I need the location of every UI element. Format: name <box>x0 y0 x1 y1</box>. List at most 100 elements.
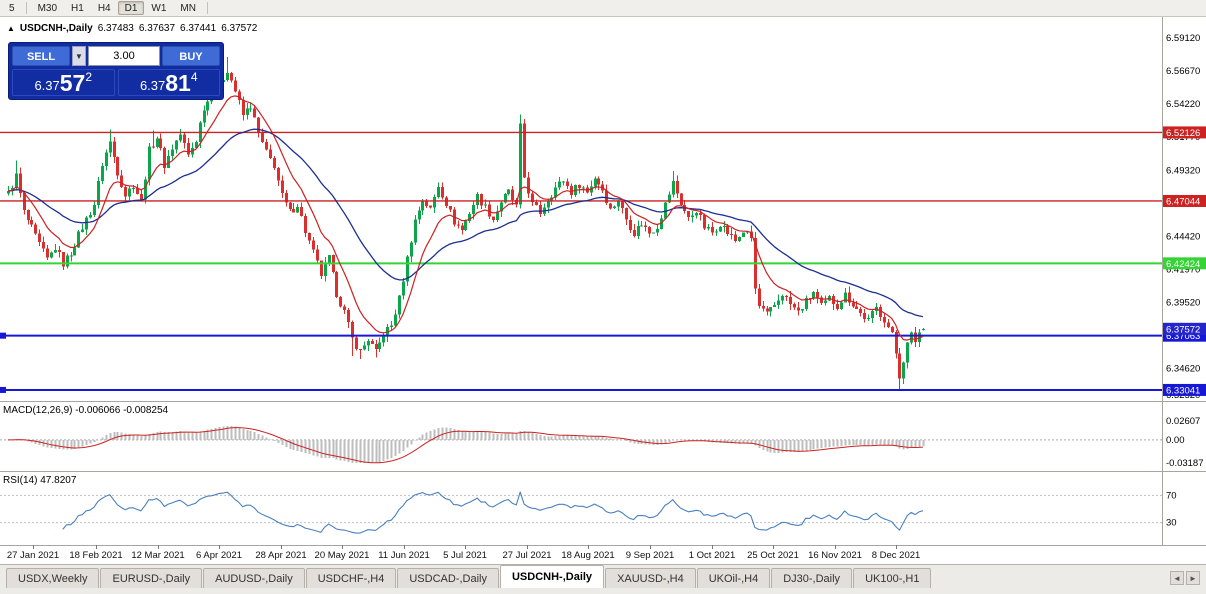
chart-tab-uk100[interactable]: UK100-,H1 <box>853 568 932 588</box>
timeframe-button-5[interactable]: 5 <box>9 3 15 14</box>
candle-body <box>175 140 178 150</box>
date-label: 16 Nov 2021 <box>808 550 862 561</box>
candle-body <box>38 233 41 243</box>
price-tick-label: 6.44420 <box>1166 231 1200 242</box>
candle-body <box>359 349 362 351</box>
chart-tab-ukoil[interactable]: UKOil-,H4 <box>696 568 771 588</box>
timeframe-button-w1[interactable]: W1 <box>151 3 167 14</box>
candle-body <box>128 188 131 197</box>
candle-body <box>390 325 393 328</box>
ask-pip-digit: 4 <box>190 70 198 84</box>
chart-tab-dj30[interactable]: DJ30-,Daily <box>771 568 853 588</box>
price-tick-label: 6.54220 <box>1166 99 1200 110</box>
timeframe-button-mn[interactable]: MN <box>180 3 196 14</box>
chart-tab-usdcnh[interactable]: USDCNH-,Daily <box>499 565 605 588</box>
candle-body <box>816 291 819 298</box>
candle-body <box>547 201 550 208</box>
candle-body <box>539 205 542 214</box>
resistance-line-2-badge-label: 6.47044 <box>1166 196 1200 207</box>
tab-scroll-left-icon[interactable]: ◄ <box>1170 571 1184 585</box>
one-click-collapse-icon[interactable]: ▲ <box>7 24 15 33</box>
trade-prices-row: 6.37 57 2 6.37 81 4 <box>12 69 220 96</box>
candle-body <box>226 72 229 80</box>
ma-fast-line <box>7 95 924 341</box>
candle-body <box>820 297 823 304</box>
candle-body <box>461 225 464 230</box>
candle-body <box>648 226 651 234</box>
chart-tab-usdcad[interactable]: USDCAD-,Daily <box>397 568 499 588</box>
price-tick-label: 6.59120 <box>1166 33 1200 44</box>
candle-body <box>769 307 772 312</box>
candle-body <box>144 179 147 200</box>
candle-body <box>105 152 108 166</box>
resistance-line-1-badge <box>1163 126 1206 139</box>
candle-body <box>124 186 127 197</box>
timeframe-toolbar: 5 M30 H1 H4 D1 W1 MN <box>0 0 1206 17</box>
candle-body <box>633 229 636 236</box>
line-handle[interactable] <box>0 332 6 339</box>
candle-body <box>355 337 358 350</box>
candle-body <box>27 210 30 220</box>
candle-body <box>617 201 620 207</box>
buy-button[interactable]: BUY <box>162 46 220 66</box>
candle-body <box>277 168 280 181</box>
candle-body <box>863 313 866 319</box>
timeframe-button-m30[interactable]: M30 <box>37 3 58 14</box>
chart-tab-xauusd[interactable]: XAUUSD-,H4 <box>605 568 696 588</box>
macd-scale-min-label: -0.03187 <box>1166 458 1204 469</box>
candle-body <box>15 173 18 188</box>
timeframe-button-h4[interactable]: H4 <box>97 3 111 14</box>
candle-body <box>418 210 421 220</box>
candle-body <box>210 98 213 102</box>
chart-tab-audusd[interactable]: AUDUSD-,Daily <box>203 568 305 588</box>
chart-tab-eurusd[interactable]: EURUSD-,Daily <box>100 568 203 588</box>
candle-body <box>570 185 573 196</box>
candle-body <box>726 226 729 234</box>
tab-scroll-right-icon[interactable]: ► <box>1186 571 1200 585</box>
chart-canvas[interactable]: MACD(12,26,9) -0.006066 -0.008254 0.02607… <box>0 17 1206 564</box>
support-line-blue-2-badge <box>1163 383 1206 396</box>
ask-price-display: 6.37 81 4 <box>117 69 220 96</box>
volume-dropdown-button[interactable]: ▼ <box>72 46 86 66</box>
candle-body <box>351 322 354 338</box>
bid-pip-digit: 2 <box>85 70 93 84</box>
candle-body <box>535 201 538 205</box>
candle-body <box>73 247 76 256</box>
candle-body <box>156 138 159 148</box>
candle-body <box>93 205 96 215</box>
candle-body <box>496 211 499 221</box>
candle-body <box>19 173 22 194</box>
resistance-line-1-badge-label: 6.52126 <box>1166 128 1200 139</box>
support-line-blue-1-badge-label: 6.37063 <box>1166 331 1200 342</box>
candle-body <box>109 141 112 153</box>
candle-body <box>883 316 886 323</box>
candle-body <box>472 205 475 215</box>
ohlc-high: 6.37637 <box>138 23 176 34</box>
timeframe-button-h1[interactable]: H1 <box>71 3 84 14</box>
candle-body <box>613 206 616 209</box>
sell-button[interactable]: SELL <box>12 46 70 66</box>
candle-body <box>805 297 808 310</box>
chart-tab-usdx[interactable]: USDX,Weekly <box>6 568 100 588</box>
macd-label: MACD(12,26,9) -0.006066 -0.008254 <box>3 405 169 416</box>
candle-body <box>34 224 37 234</box>
line-handle[interactable] <box>0 386 6 393</box>
chart-tab-bar: USDX,Weekly EURUSD-,Daily AUDUSD-,Daily USD… <box>0 564 1206 588</box>
candle-body <box>582 187 585 189</box>
timeframe-button-d1[interactable]: D1 <box>117 1 145 15</box>
chart-tab-usdchf[interactable]: USDCHF-,H4 <box>305 568 397 588</box>
macd-signal-line <box>8 427 923 464</box>
support-line-blue-2-badge-label: 6.33041 <box>1166 385 1200 396</box>
candle-body <box>730 233 733 235</box>
candle-body <box>382 336 385 343</box>
chart-background <box>0 17 1206 564</box>
candle-body <box>7 190 10 194</box>
volume-input[interactable]: 3.00 <box>88 46 160 66</box>
rsi-level-label-30: 30 <box>1166 518 1177 529</box>
candle-body <box>449 206 452 210</box>
candle-body <box>703 215 706 229</box>
candle-body <box>328 255 331 263</box>
candle-body <box>902 362 905 379</box>
candle-body <box>637 226 640 236</box>
candle-body <box>116 157 119 176</box>
